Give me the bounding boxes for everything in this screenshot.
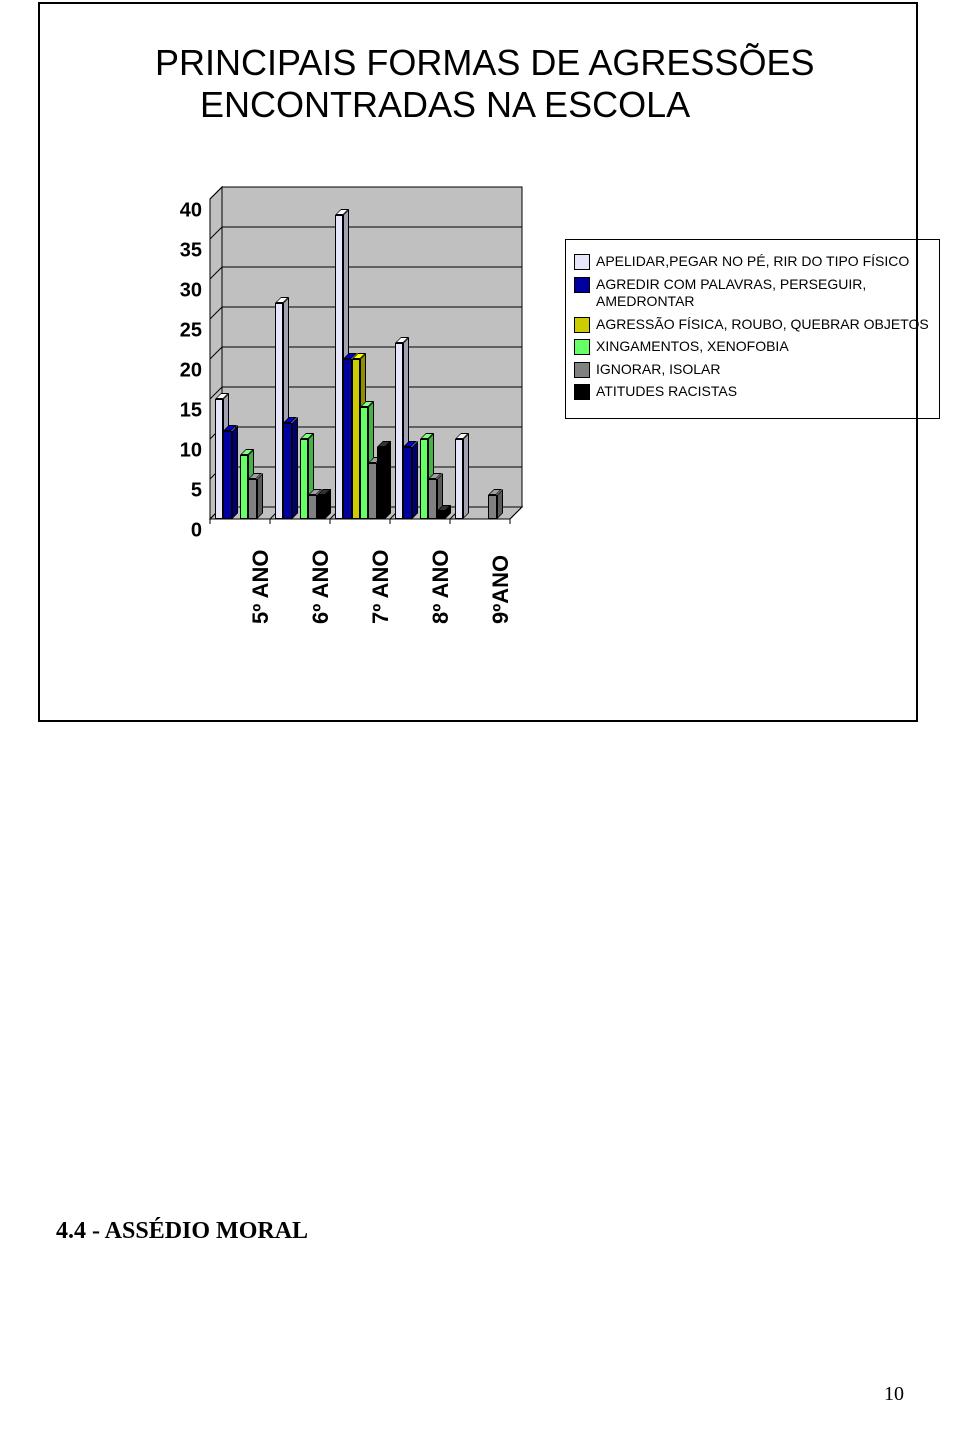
- legend-swatch: [574, 317, 590, 333]
- bar: [283, 423, 291, 519]
- chart-legend: APELIDAR,PEGAR NO PÉ, RIR DO TIPO FÍSICO…: [565, 239, 940, 419]
- bar: [428, 479, 436, 519]
- y-tick-label: 5: [191, 480, 202, 503]
- bar: [240, 455, 248, 519]
- title-line2: ENCONTRADAS NA ESCOLA: [155, 84, 935, 126]
- legend-swatch: [574, 384, 590, 400]
- bar: [403, 447, 411, 519]
- chart-area: 0510152025303540 5º ANO6º ANO7º ANO8º AN…: [150, 199, 510, 559]
- legend-label: AGRESSÃO FÍSICA, ROUBO, QUEBRAR OBJETOS: [596, 316, 931, 334]
- legend-item: AGRESSÃO FÍSICA, ROUBO, QUEBRAR OBJETOS: [574, 316, 931, 334]
- legend-swatch: [574, 254, 590, 270]
- legend-item: ATITUDES RACISTAS: [574, 383, 931, 401]
- legend-label: XINGAMENTOS, XENOFOBIA: [596, 338, 931, 356]
- bar: [488, 495, 496, 519]
- x-axis-label: 9ºANO: [488, 555, 514, 624]
- bar: [223, 431, 231, 519]
- legend-item: XINGAMENTOS, XENOFOBIA: [574, 338, 931, 356]
- bar: [275, 303, 283, 519]
- y-tick-label: 15: [180, 400, 202, 423]
- bar: [437, 511, 445, 519]
- legend-label: IGNORAR, ISOLAR: [596, 361, 931, 379]
- legend-item: IGNORAR, ISOLAR: [574, 361, 931, 379]
- bar: [308, 495, 316, 519]
- bar: [343, 359, 351, 519]
- x-axis-label: 6º ANO: [308, 550, 334, 624]
- legend-label: ATITUDES RACISTAS: [596, 383, 931, 401]
- bars-layer: [210, 199, 510, 519]
- bar: [455, 439, 463, 519]
- bar: [215, 399, 223, 519]
- bar: [335, 215, 343, 519]
- legend-swatch: [574, 277, 590, 293]
- x-axis-labels: 5º ANO6º ANO7º ANO8º ANO9ºANO: [210, 529, 510, 629]
- bar: [420, 439, 428, 519]
- bar: [352, 359, 360, 519]
- legend-swatch: [574, 362, 590, 378]
- section-heading: 4.4 - ASSÉDIO MORAL: [56, 1218, 308, 1245]
- bar: [368, 463, 376, 519]
- legend-swatch: [574, 339, 590, 355]
- chart-title: PRINCIPAIS FORMAS DE AGRESSÕES ENCONTRAD…: [155, 42, 935, 126]
- y-tick-label: 35: [180, 240, 202, 263]
- x-axis-label: 8º ANO: [428, 550, 454, 624]
- legend-label: AGREDIR COM PALAVRAS, PERSEGUIR, AMEDRON…: [596, 276, 931, 311]
- x-axis-label: 5º ANO: [248, 550, 274, 624]
- plot-region: [210, 199, 510, 519]
- y-tick-label: 20: [180, 360, 202, 383]
- y-tick-label: 25: [180, 320, 202, 343]
- title-line1: PRINCIPAIS FORMAS DE AGRESSÕES: [155, 42, 935, 84]
- y-tick-label: 30: [180, 280, 202, 303]
- y-tick-label: 40: [180, 200, 202, 223]
- bar: [360, 407, 368, 519]
- legend-item: AGREDIR COM PALAVRAS, PERSEGUIR, AMEDRON…: [574, 276, 931, 311]
- chart-frame: PRINCIPAIS FORMAS DE AGRESSÕES ENCONTRAD…: [38, 2, 918, 722]
- y-tick-label: 10: [180, 440, 202, 463]
- y-tick-label: 0: [191, 520, 202, 543]
- bar: [300, 439, 308, 519]
- page-number: 10: [884, 1383, 904, 1406]
- bar: [248, 479, 256, 519]
- legend-label: APELIDAR,PEGAR NO PÉ, RIR DO TIPO FÍSICO: [596, 253, 931, 271]
- bar: [377, 447, 385, 519]
- bar: [395, 343, 403, 519]
- bar: [317, 495, 325, 519]
- x-axis-label: 7º ANO: [368, 550, 394, 624]
- legend-item: APELIDAR,PEGAR NO PÉ, RIR DO TIPO FÍSICO: [574, 253, 931, 271]
